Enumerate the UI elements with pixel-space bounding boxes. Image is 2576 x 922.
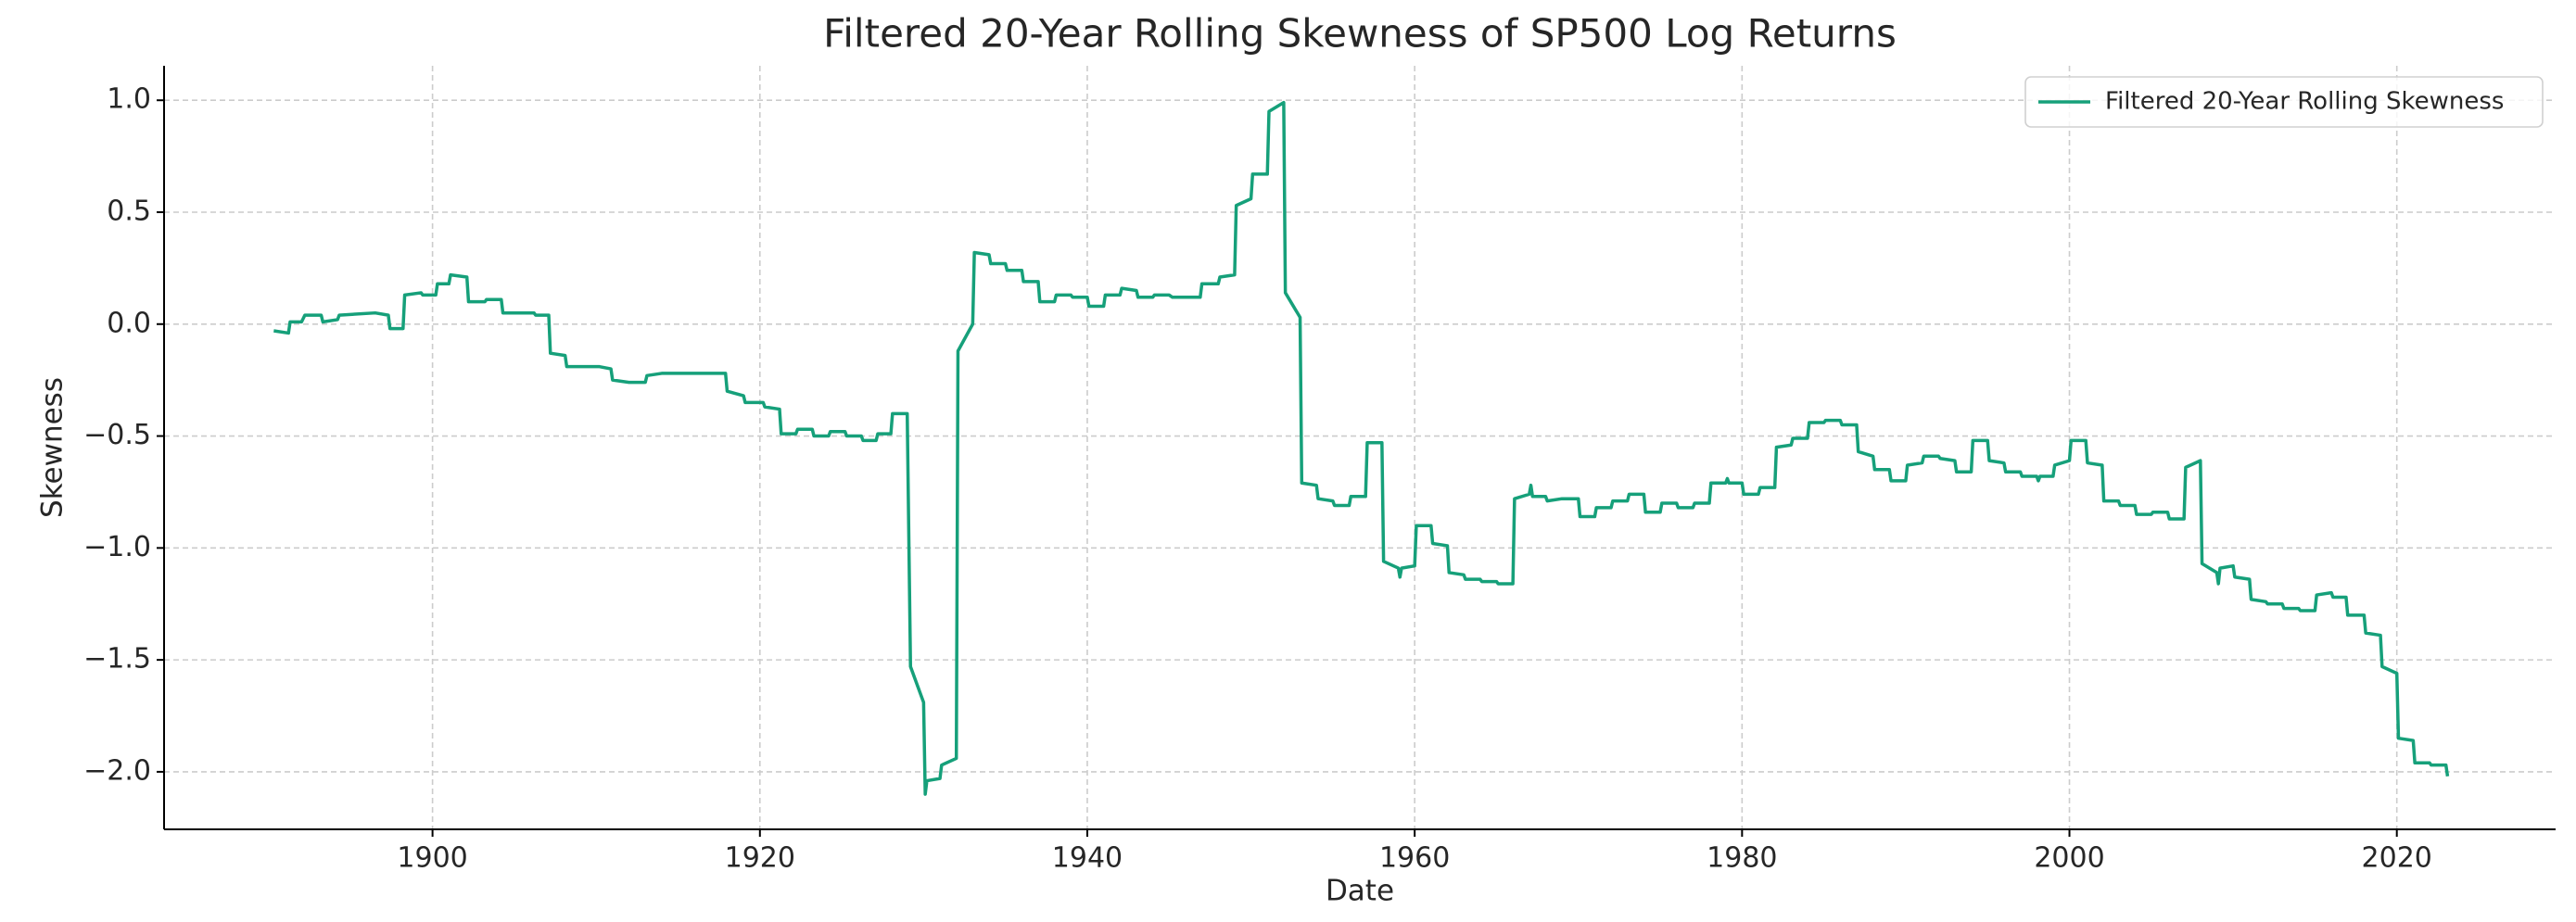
x-tick-label: 1960 bbox=[1379, 842, 1450, 875]
y-tick-label: −1.5 bbox=[83, 643, 151, 676]
chart-title: Filtered 20-Year Rolling Skewness of SP5… bbox=[823, 11, 1897, 57]
y-tick-label: −0.5 bbox=[83, 419, 151, 451]
y-tick-label: 0.0 bbox=[107, 307, 151, 339]
y-tick-label: −2.0 bbox=[83, 754, 151, 787]
x-tick-label: 2020 bbox=[2362, 842, 2432, 875]
series-line bbox=[273, 100, 2450, 796]
y-tick-label: 0.5 bbox=[107, 195, 151, 227]
x-tick-label: 1980 bbox=[1707, 842, 1777, 875]
x-tick-label: 1920 bbox=[725, 842, 795, 875]
x-tick-label: 1900 bbox=[397, 842, 467, 875]
axes: 1900 1920 1940 1960 1980 2000 2020 1.0 0.5 0.0 −0.… bbox=[83, 66, 2556, 875]
legend-label: Filtered 20-Year Rolling Skewness bbox=[2105, 88, 2504, 116]
plot-lines bbox=[273, 100, 2450, 796]
grid bbox=[164, 66, 2556, 829]
legend-box bbox=[2024, 76, 2544, 128]
x-tick-label: 1940 bbox=[1052, 842, 1123, 875]
y-tick-label: −1.0 bbox=[83, 531, 151, 563]
x-tick-label: 2000 bbox=[2034, 842, 2104, 875]
legend: Filtered 20-Year Rolling Skewness bbox=[2024, 76, 2544, 128]
y-axis-label: Skewness bbox=[36, 377, 70, 518]
x-axis-label: Date bbox=[1326, 875, 1394, 908]
y-tick-label: 1.0 bbox=[107, 83, 151, 116]
